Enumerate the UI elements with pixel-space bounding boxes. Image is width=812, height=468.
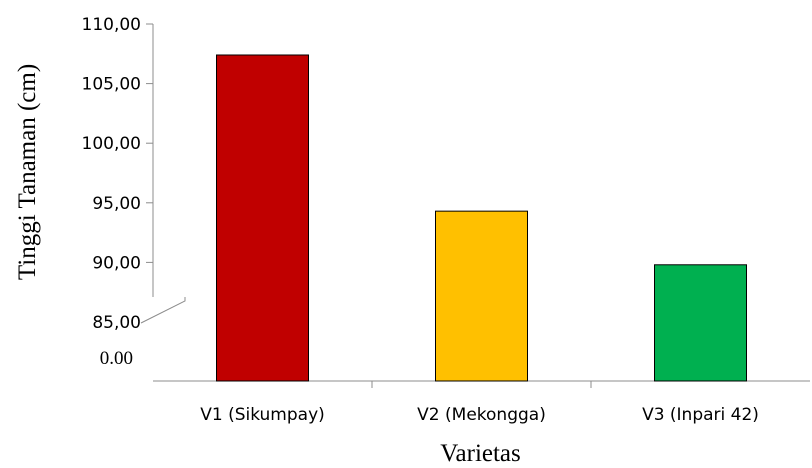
category-labels: V1 (Sikumpay) V2 (Mekongga) V3 (Inpari 42) bbox=[200, 405, 759, 425]
y-tick-label: 85,00 bbox=[92, 313, 141, 333]
y-axis-break-mark bbox=[140, 297, 186, 324]
y-tick-label: 100,00 bbox=[82, 134, 141, 154]
x-axis-title: Varietas bbox=[440, 440, 521, 467]
x-category-label: V3 (Inpari 42) bbox=[642, 405, 759, 425]
y-tick-label: 90,00 bbox=[92, 253, 141, 273]
y-axis-ticks: 85,00 90,00 95,00 100,00 105,00 110,00 bbox=[82, 15, 153, 333]
y-axis-title: Tinggi Tanaman (cm) bbox=[14, 64, 41, 280]
bar bbox=[654, 264, 747, 382]
bar bbox=[435, 210, 528, 382]
y-tick-label: 95,00 bbox=[92, 194, 141, 214]
x-category-label: V2 (Mekongga) bbox=[417, 405, 546, 425]
y-tick-label: 110,00 bbox=[82, 15, 141, 35]
bars bbox=[216, 54, 747, 382]
y-break-zero-label: 0.00 bbox=[100, 348, 133, 369]
x-axis-ticks bbox=[371, 381, 592, 388]
y-tick-label: 105,00 bbox=[82, 75, 141, 95]
bar bbox=[216, 54, 309, 382]
x-category-label: V1 (Sikumpay) bbox=[200, 405, 325, 425]
